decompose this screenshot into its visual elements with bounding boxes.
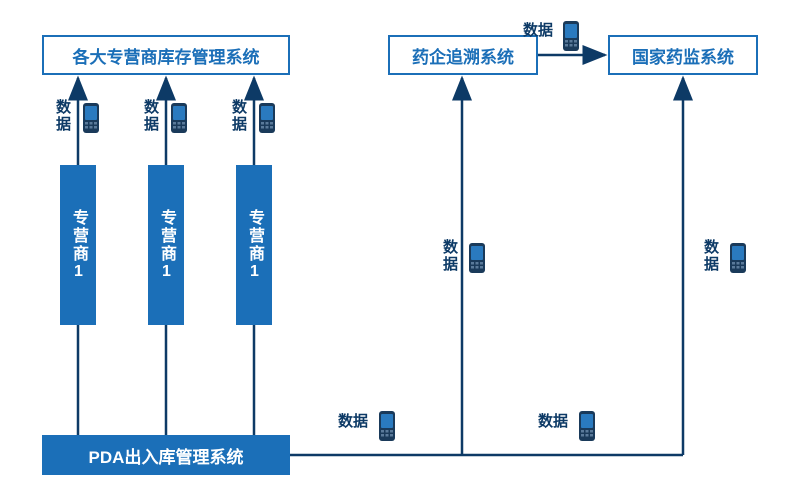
label-data-2: 数据 — [144, 100, 162, 133]
box-inventory-system: 各大专营商库存管理系统 — [42, 35, 290, 75]
pda-icon — [578, 410, 596, 442]
pda-icon — [378, 410, 396, 442]
box-pda-system: PDA出入库管理系统 — [42, 435, 290, 475]
pda-icon — [170, 102, 188, 134]
pda-icon — [82, 102, 100, 134]
box-dealer-2: 专营商1 — [148, 165, 184, 325]
pda-icon — [729, 242, 747, 274]
label-data-bot2: 数据 — [538, 414, 568, 431]
pda-icon — [468, 242, 486, 274]
box-national-system: 国家药监系统 — [608, 35, 758, 75]
pda-icon — [562, 20, 580, 52]
label-data-mid: 数据 — [443, 240, 461, 273]
label-data-1: 数据 — [56, 100, 74, 133]
label-data-right: 数据 — [704, 240, 722, 273]
pda-icon — [258, 102, 276, 134]
box-trace-system: 药企追溯系统 — [388, 35, 538, 75]
box-dealer-1: 专营商1 — [60, 165, 96, 325]
label-data-3: 数据 — [232, 100, 250, 133]
label-data-bot1: 数据 — [338, 414, 368, 431]
arrow-layer — [0, 0, 801, 504]
box-dealer-3: 专营商1 — [236, 165, 272, 325]
label-data-top: 数据 — [523, 23, 553, 40]
